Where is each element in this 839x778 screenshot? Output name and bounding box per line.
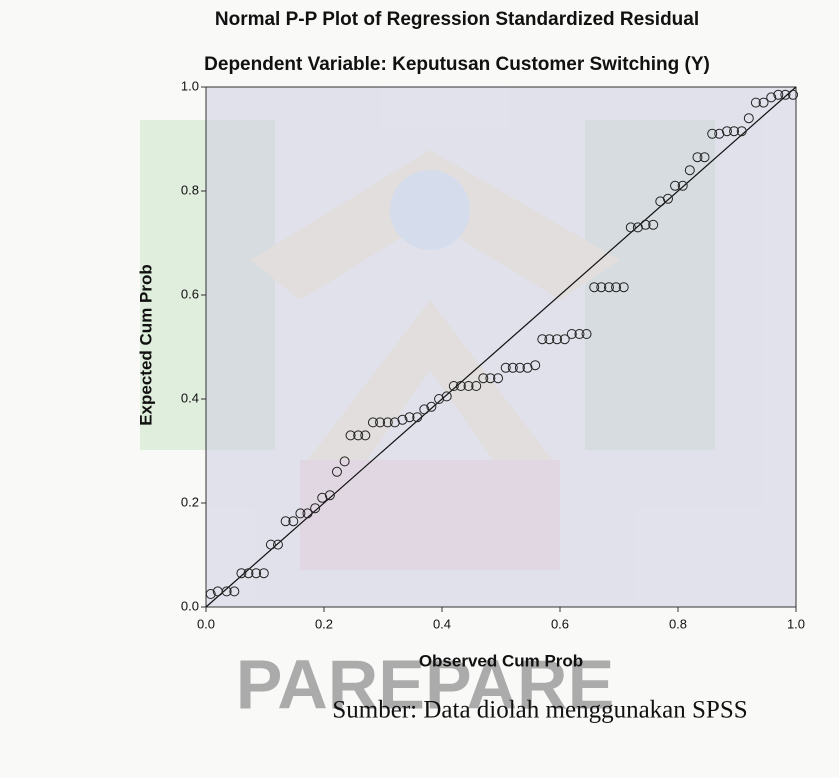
x-tick-label: 0.0: [197, 616, 215, 631]
y-axis-label: Expected Cum Prob: [136, 264, 155, 426]
x-tick-label: 1.0: [787, 616, 805, 631]
y-tick-label: 0.6: [181, 286, 199, 301]
x-tick-label: 0.8: [669, 616, 687, 631]
y-tick-label: 0.8: [181, 182, 199, 197]
chart-subtitle: Dependent Variable: Keputusan Customer S…: [204, 54, 710, 75]
chart-title: Normal P-P Plot of Regression Standardiz…: [215, 9, 699, 30]
plot-area: 0.0 0.2 0.4 0.6 0.8 1.0 0.0 0.2 0.4 0.6 0.8 1.0: [181, 78, 805, 631]
y-tick-label: 0.4: [181, 390, 199, 405]
x-tick-label: 0.4: [433, 616, 451, 631]
y-tick-label: 0.2: [181, 494, 199, 509]
y-tick-label: 1.0: [181, 78, 199, 93]
y-tick-label: 0.0: [181, 598, 199, 613]
x-tick-label: 0.2: [315, 616, 333, 631]
source-caption: Sumber: Data diolah menggunakan SPSS: [332, 697, 747, 724]
x-tick-label: 0.6: [551, 616, 569, 631]
chart: PAREPARE Normal P-P Plot of Regression S…: [0, 0, 839, 778]
x-axis-label: Observed Cum Prob: [419, 651, 583, 670]
